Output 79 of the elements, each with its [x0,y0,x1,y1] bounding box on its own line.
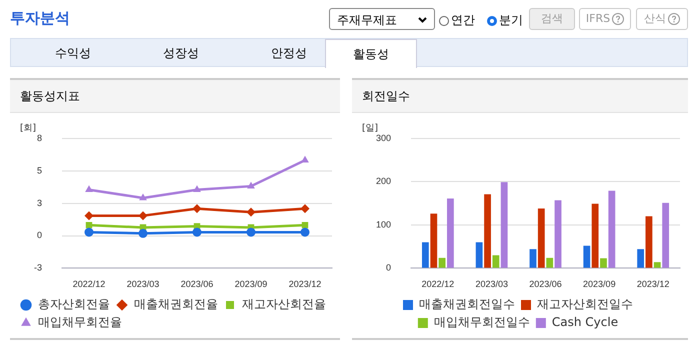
text: 활동성 [325,39,417,68]
y-tick-label: -3 [34,262,42,273]
bar [583,246,590,268]
bar [654,262,661,268]
bar [592,204,599,268]
text: 투자분석 [10,9,70,28]
bar [600,258,607,268]
point [193,185,201,192]
bar [608,190,616,268]
x-tick-label: 2023/03 [126,279,160,290]
x-tick-label: 2022/12 [422,279,454,290]
bar [546,258,554,268]
bar [422,242,429,268]
y-tick-label: 200 [376,176,392,186]
point [84,211,94,220]
y-axis-title: [회] [20,123,36,134]
x-tick-label: 2023/03 [475,279,508,290]
point [84,228,94,237]
point [192,204,202,214]
point [192,228,202,237]
bar [637,249,644,268]
legend-label: 매출채권회전율 [134,297,218,312]
text: 주재무제표 [329,8,435,30]
point [85,185,93,192]
x-tick-label: 2023/09 [583,279,616,290]
bar [500,182,508,268]
y-tick-label: 300 [376,132,392,143]
point [302,222,308,228]
text: 연간 [451,12,475,29]
bar [447,198,454,268]
bar [530,249,536,268]
point [246,228,256,237]
bar [538,208,545,268]
point [301,156,309,162]
bar [484,194,491,268]
text: 분기 [499,12,523,29]
chart-title: 활동성지표 [10,80,340,113]
y-tick-label: 0 [386,262,392,273]
text: 성장성 [162,45,200,62]
point [300,204,310,214]
x-tick-label: 2023/12 [636,279,670,290]
point [138,228,148,238]
x-tick-label: 2023/12 [288,279,322,290]
legend-label: 재고자산회전일수 [537,297,633,312]
y-tick-label: 3 [36,198,42,208]
y-tick-label: 0 [36,230,42,240]
point [246,208,256,217]
legend-label: 매입채무회전일수 [434,315,530,330]
x-tick-label: 2022/12 [72,279,106,290]
bar [662,202,670,268]
legend-label: 총자산회전율 [38,297,110,312]
bar [646,216,652,268]
y-axis-title: [일] [362,123,378,134]
legend-label: Cash Cycle [552,315,618,330]
bar [430,214,438,268]
bar [554,200,562,268]
text: 산식 [644,11,666,27]
legend-label: 매출채권회전일수 [419,297,515,312]
y-tick-label: 100 [376,219,392,230]
legend-label: 매입채무회전율 [38,315,122,330]
y-tick-label: 5 [36,165,42,176]
chart-title: 회전일수 [352,80,688,113]
text: 안정성 [270,45,308,62]
x-tick-label: 2023/06 [180,279,214,290]
bar [492,255,500,268]
text: 검색 [541,11,563,27]
bar [476,242,483,268]
point [138,211,148,220]
text: IFRS [586,11,610,27]
legend-label: 재고자산회전율 [242,297,326,312]
point [139,193,147,200]
point [247,182,255,188]
x-tick-label: 2023/09 [234,279,268,290]
text: 수익성 [54,45,92,62]
point [86,222,92,228]
x-tick-label: 2023/06 [529,279,562,290]
y-tick-label: 8 [36,132,42,143]
bar [438,258,446,268]
point [300,228,310,237]
